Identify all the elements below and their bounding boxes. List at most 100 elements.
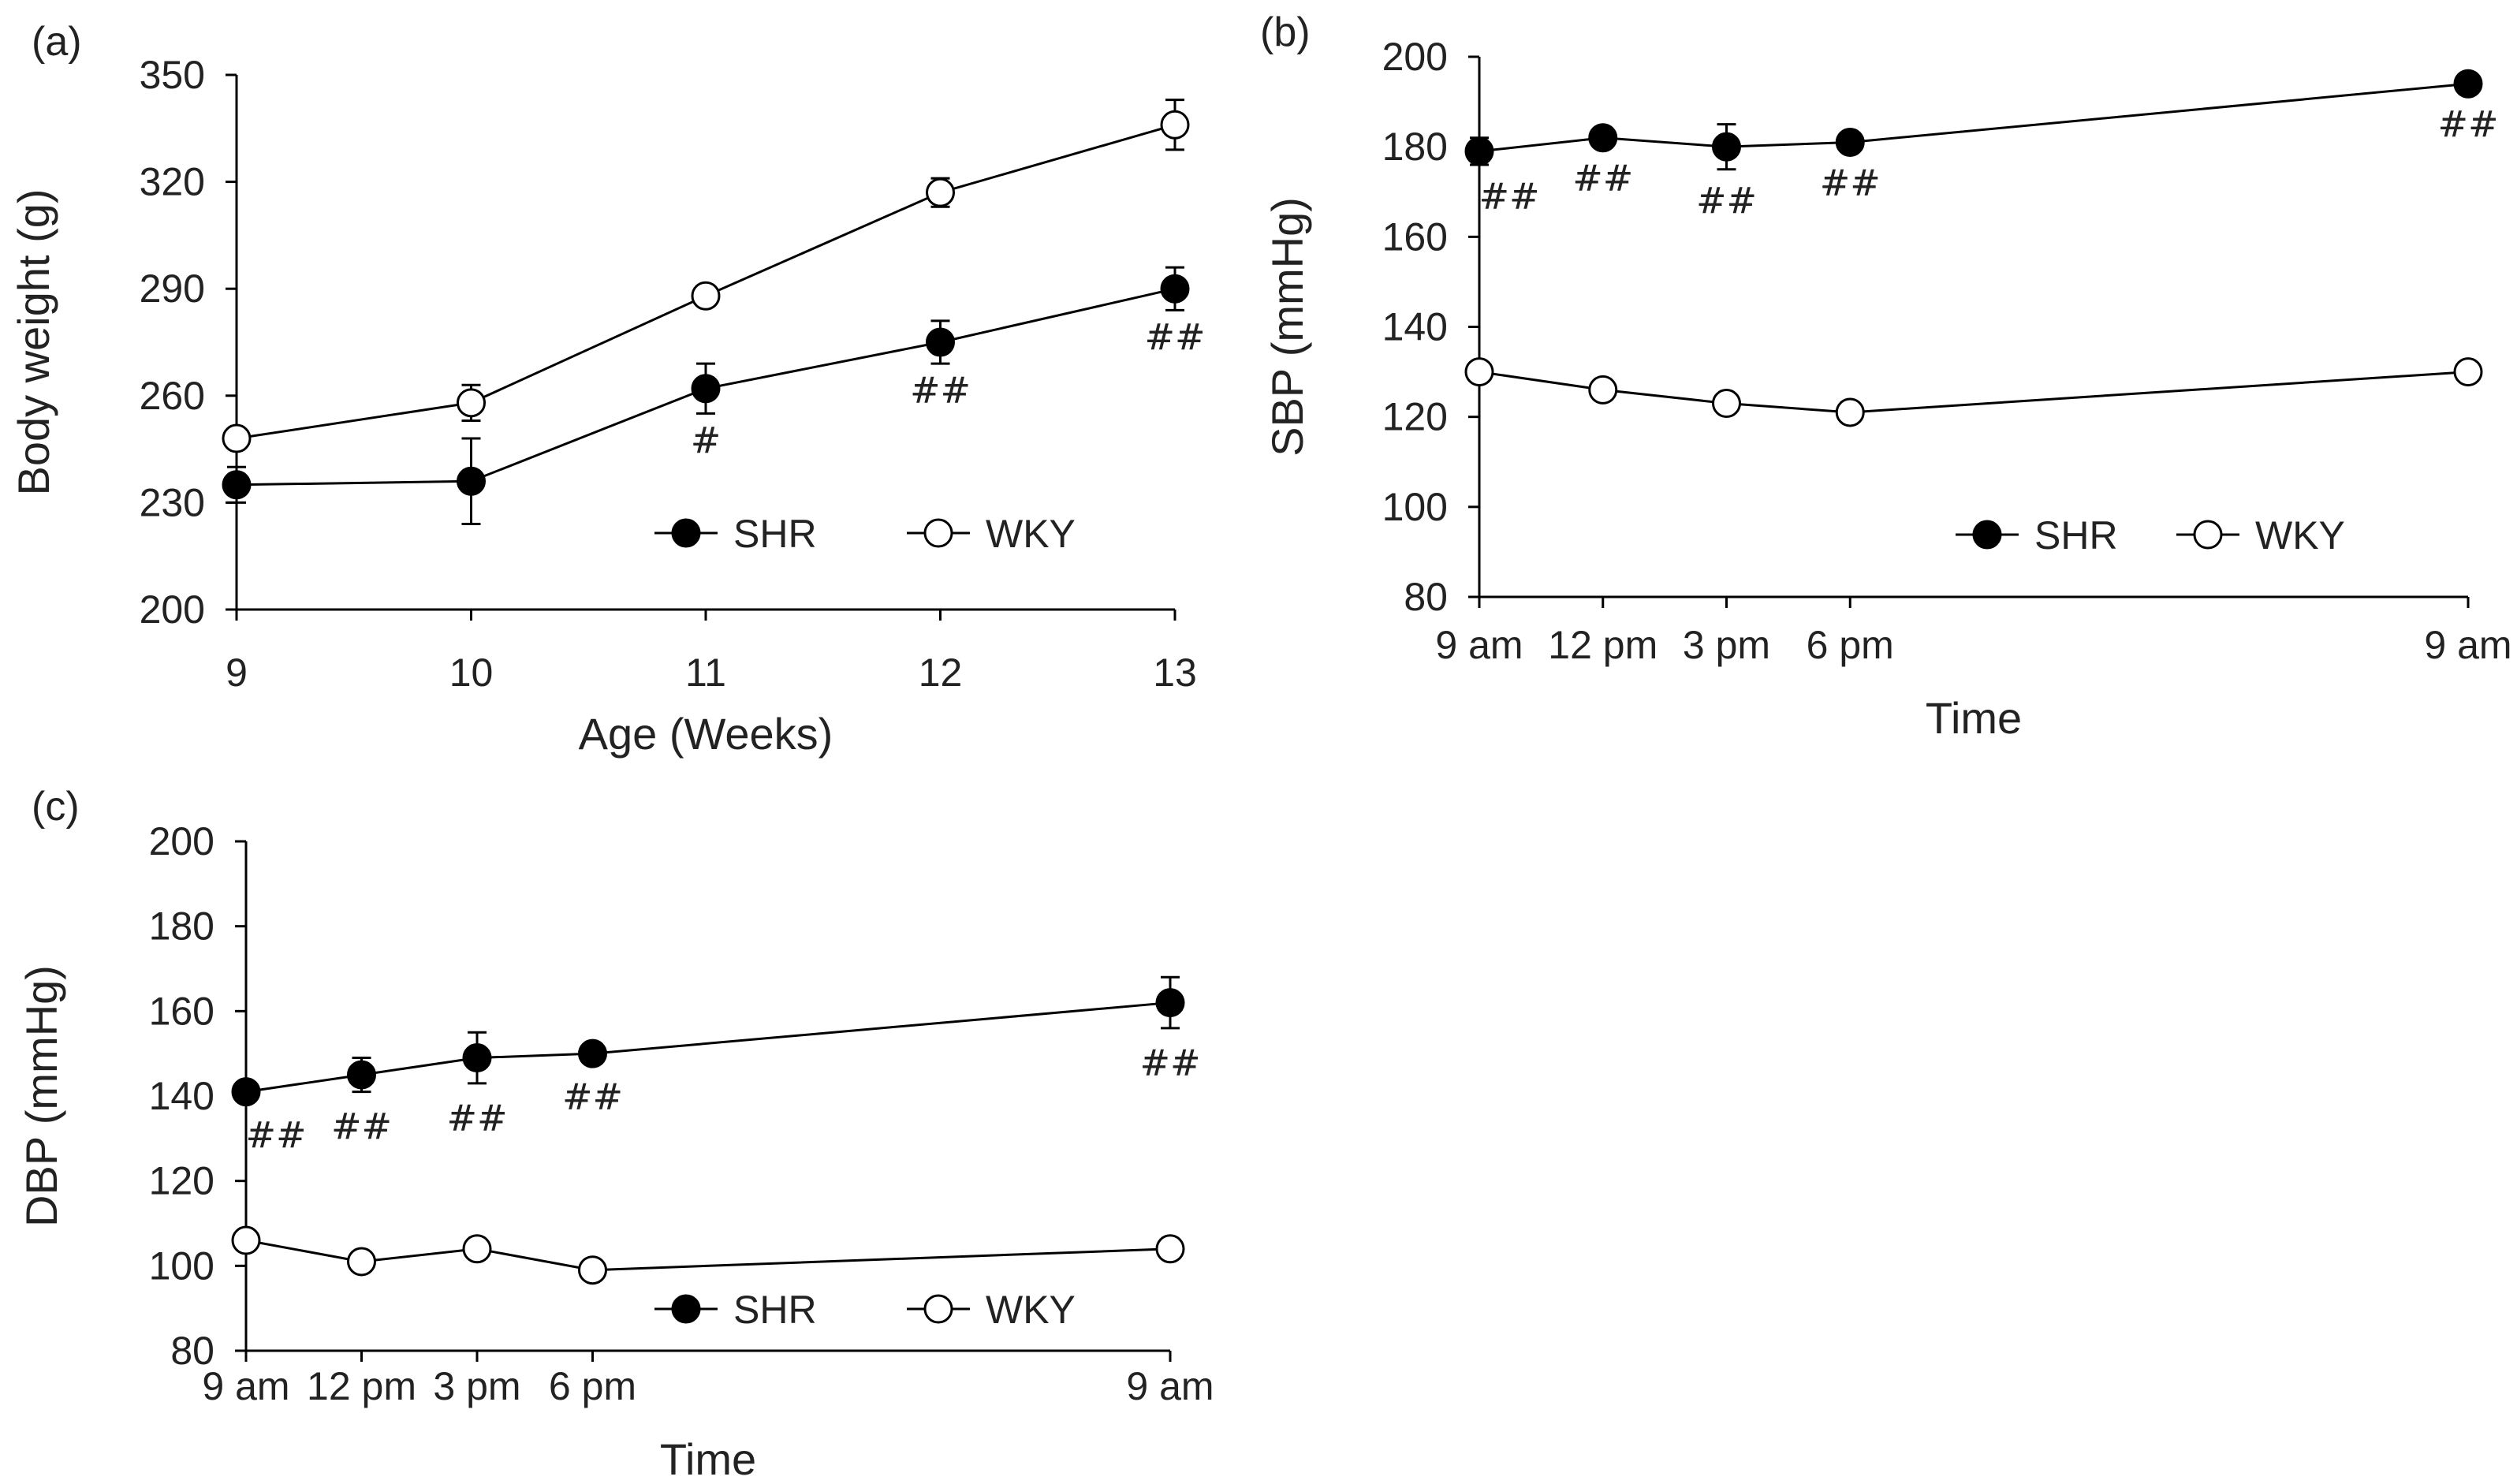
panel-2-shr-point [1588,123,1618,153]
panel-2-y-tick-label: 160 [1382,214,1448,259]
panel-2-wky-line [1479,371,2469,414]
panel-3-significance-mark: ## [1139,1042,1200,1084]
panel-2-x-tick-label: 3 pm [1683,623,1770,667]
panel-1-y-axis-title: Body weight (g) [9,188,58,495]
panel-2-y-tick-label: 100 [1382,485,1448,529]
panel-1-x-tick-label: 9 [226,651,248,695]
panel-3-legend-label: WKY [986,1288,1076,1332]
panel-3-significance-mark: ## [245,1113,306,1156]
panel-1-x-tick-label: 11 [685,651,726,695]
panel-3-wky-point [231,1225,261,1255]
panel-3-shr-point [231,1077,261,1107]
panel-3-x-axis-title: Time [660,1434,756,1484]
panel-1-wky-point [691,281,721,311]
panel-2-significance-mark: ## [1572,157,1633,199]
panel-2-wky-point [2453,357,2483,387]
panel-2-wky-point [1464,357,1494,387]
panel-3-wky-point [347,1247,376,1277]
panel-2-legend-marker [2193,520,2223,550]
panel-3-y-tick-label: 180 [149,904,214,949]
panel-1-y-tick-label: 350 [140,53,205,97]
panel-2-x-axis-title: Time [1926,693,2022,743]
panel-3-shr-point [462,1043,492,1073]
panel-1-wky-point [1160,110,1190,140]
panel-2-legend-label: SHR [2034,513,2118,557]
panel-1-y-tick-label: 320 [140,160,205,204]
panel-2-y-tick-label: 80 [1404,575,1448,619]
panel-3-y-tick-label: 160 [149,989,214,1033]
panel-1-y-tick-label: 260 [140,374,205,418]
panel-3-y-tick-label: 200 [149,819,214,863]
panel-2-significance-mark: ## [1820,162,1881,204]
panel-1-wky-point [926,177,955,207]
panel-1-legend-marker [671,518,701,548]
panel-3-shr-point [1155,988,1185,1018]
panel-2-x-tick-label: 12 pm [1548,623,1657,667]
panel-1-significance-mark: ## [1144,315,1205,358]
panel-1-legend-marker [923,518,953,548]
panel-2-y-tick-label: 140 [1382,305,1448,349]
panel-3-shr-line [245,1001,1171,1094]
panel-3-wky-point [1155,1234,1185,1264]
panel-3-wky-line [245,1239,1171,1272]
panel-1-x-tick-label: 13 [1153,651,1197,695]
panel-1-x-axis-title: Age (Weeks) [579,709,833,759]
panel-3-x-tick-label: 3 pm [433,1364,520,1408]
panel-3-y-tick-label: 80 [170,1329,214,1373]
panel-3-legend-marker [923,1294,953,1324]
panel-2-legend-marker [1972,520,2002,550]
panel-2-y-axis-title: SBP (mmHg) [1262,197,1312,457]
panel-2-x-tick-label: 9 am [1435,623,1523,667]
panel-2-wky-point [1835,397,1865,427]
panel-3-x-tick-label: 6 pm [549,1364,636,1408]
panel-1-legend-label: SHR [733,512,817,556]
panel-3-x-tick-label: 9 am [1126,1364,1214,1408]
panel-1-y-tick-label: 200 [140,587,205,632]
panel-1-x-tick-label: 12 [919,651,963,695]
panel-1-shr-point [926,327,955,357]
panel-1-x-tick-label: 10 [449,651,494,695]
panel-1-shr-point [691,374,721,404]
panel-2-label: (b) [1260,9,1311,55]
panel-3-significance-mark: ## [446,1097,507,1139]
panel-3-x-tick-label: 9 am [202,1364,289,1408]
panel-1-legend-label: WKY [986,512,1076,556]
panel-2-shr-point [1712,132,1741,162]
panel-1-wky-point [222,423,252,453]
panel-1-y-tick-label: 230 [140,480,205,524]
panel-2-significance-mark: ## [2437,103,2498,146]
panel-2-significance-mark: ## [1696,180,1757,222]
panel-2-wky-point [1588,375,1618,405]
panel-1-significance-mark: # [691,419,722,461]
panel-3-y-tick-label: 140 [149,1074,214,1118]
panel-2-shr-point [2453,69,2483,99]
panel-2-y-tick-label: 120 [1382,395,1448,439]
panel-2-x-tick-label: 9 am [2424,623,2511,667]
panel-1-shr-point [1160,274,1190,304]
panel-1-significance-mark: ## [910,369,971,412]
panel-1-y-tick-label: 290 [140,267,205,311]
panel-1-shr-point [457,466,486,496]
panel-1-shr-point [222,470,252,500]
panel-3-wky-point [578,1255,607,1285]
panel-2-shr-point [1835,127,1865,157]
panel-3-legend-marker [671,1294,701,1324]
panel-3-significance-mark: ## [331,1106,392,1148]
panel-2-y-tick-label: 200 [1382,35,1448,79]
panel-3-y-axis-title: DBP (mmHg) [17,965,66,1227]
panel-3-shr-point [578,1038,607,1068]
panel-2-shr-line [1479,82,2469,153]
panel-2-significance-mark: ## [1479,175,1539,218]
panel-3-label: (c) [32,784,80,830]
panel-1-wky-point [457,388,486,418]
panel-2-x-tick-label: 6 pm [1807,623,1894,667]
panel-3-wky-point [462,1234,492,1264]
panel-3-y-tick-label: 100 [149,1244,214,1288]
panel-3-legend-label: SHR [733,1288,817,1332]
panel-2-y-tick-label: 180 [1382,125,1448,169]
panel-1-label: (a) [32,19,82,65]
panel-3-y-tick-label: 120 [149,1159,214,1203]
panel-3-x-tick-label: 12 pm [307,1364,416,1408]
panel-2-shr-point [1464,136,1494,166]
